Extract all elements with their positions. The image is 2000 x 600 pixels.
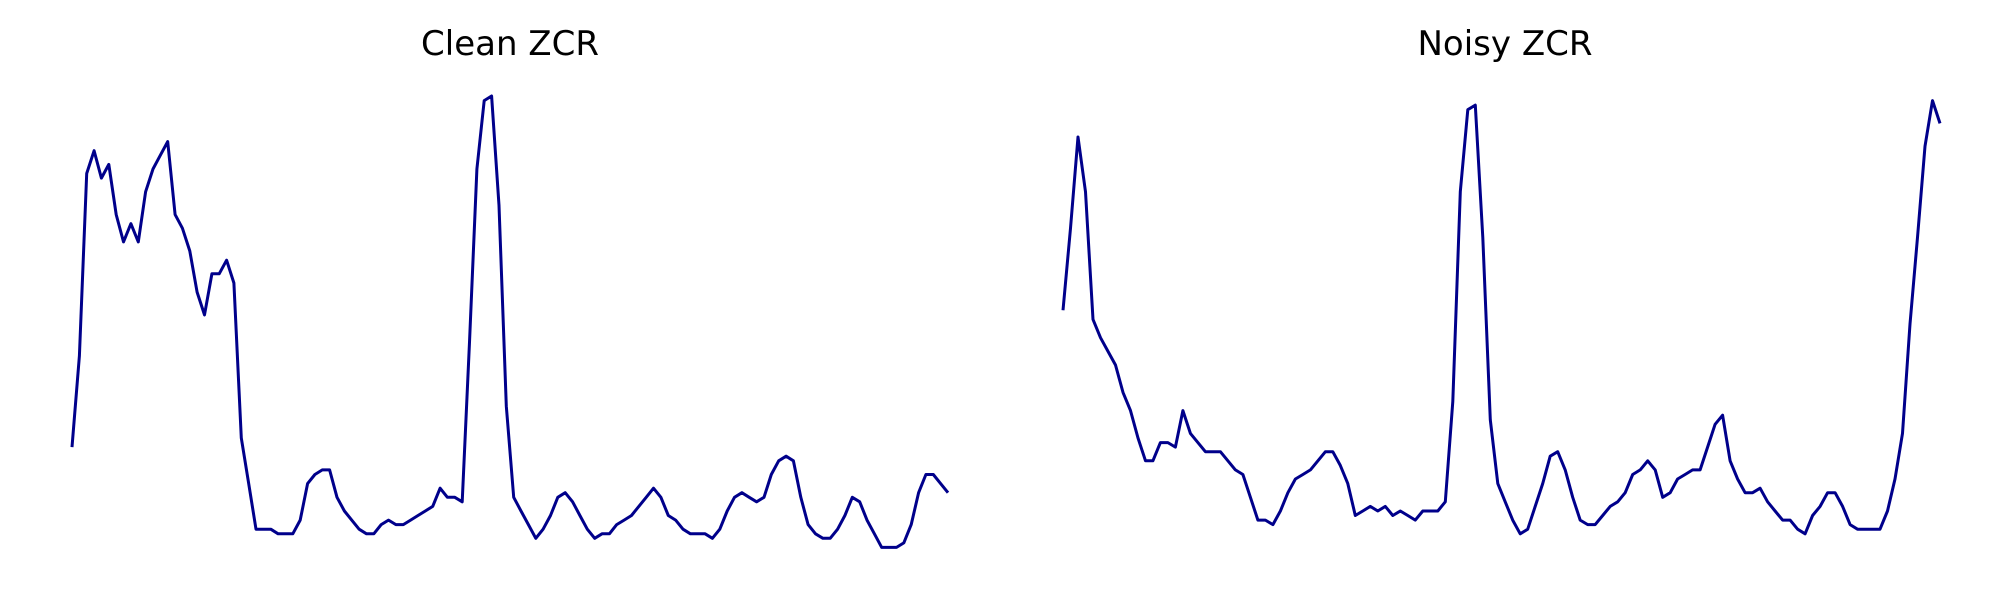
chart-title-clean: Clean ZCR <box>421 24 599 64</box>
clean-zcr-plot <box>70 94 950 549</box>
noisy-zcr-plot <box>1061 99 1942 536</box>
chart-title-noisy: Noisy ZCR <box>1417 24 1593 64</box>
clean-zcr-panel: Clean ZCR <box>70 24 950 549</box>
series-line-1-0 <box>1061 99 1942 536</box>
series-line-0-0 <box>70 94 950 549</box>
noisy-zcr-panel: Noisy ZCR <box>1000 0 2000 600</box>
